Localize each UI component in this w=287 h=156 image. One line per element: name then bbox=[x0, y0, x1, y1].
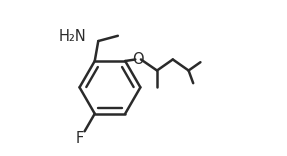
Text: O: O bbox=[132, 52, 144, 67]
Text: F: F bbox=[76, 131, 84, 146]
Text: H₂N: H₂N bbox=[59, 29, 87, 44]
